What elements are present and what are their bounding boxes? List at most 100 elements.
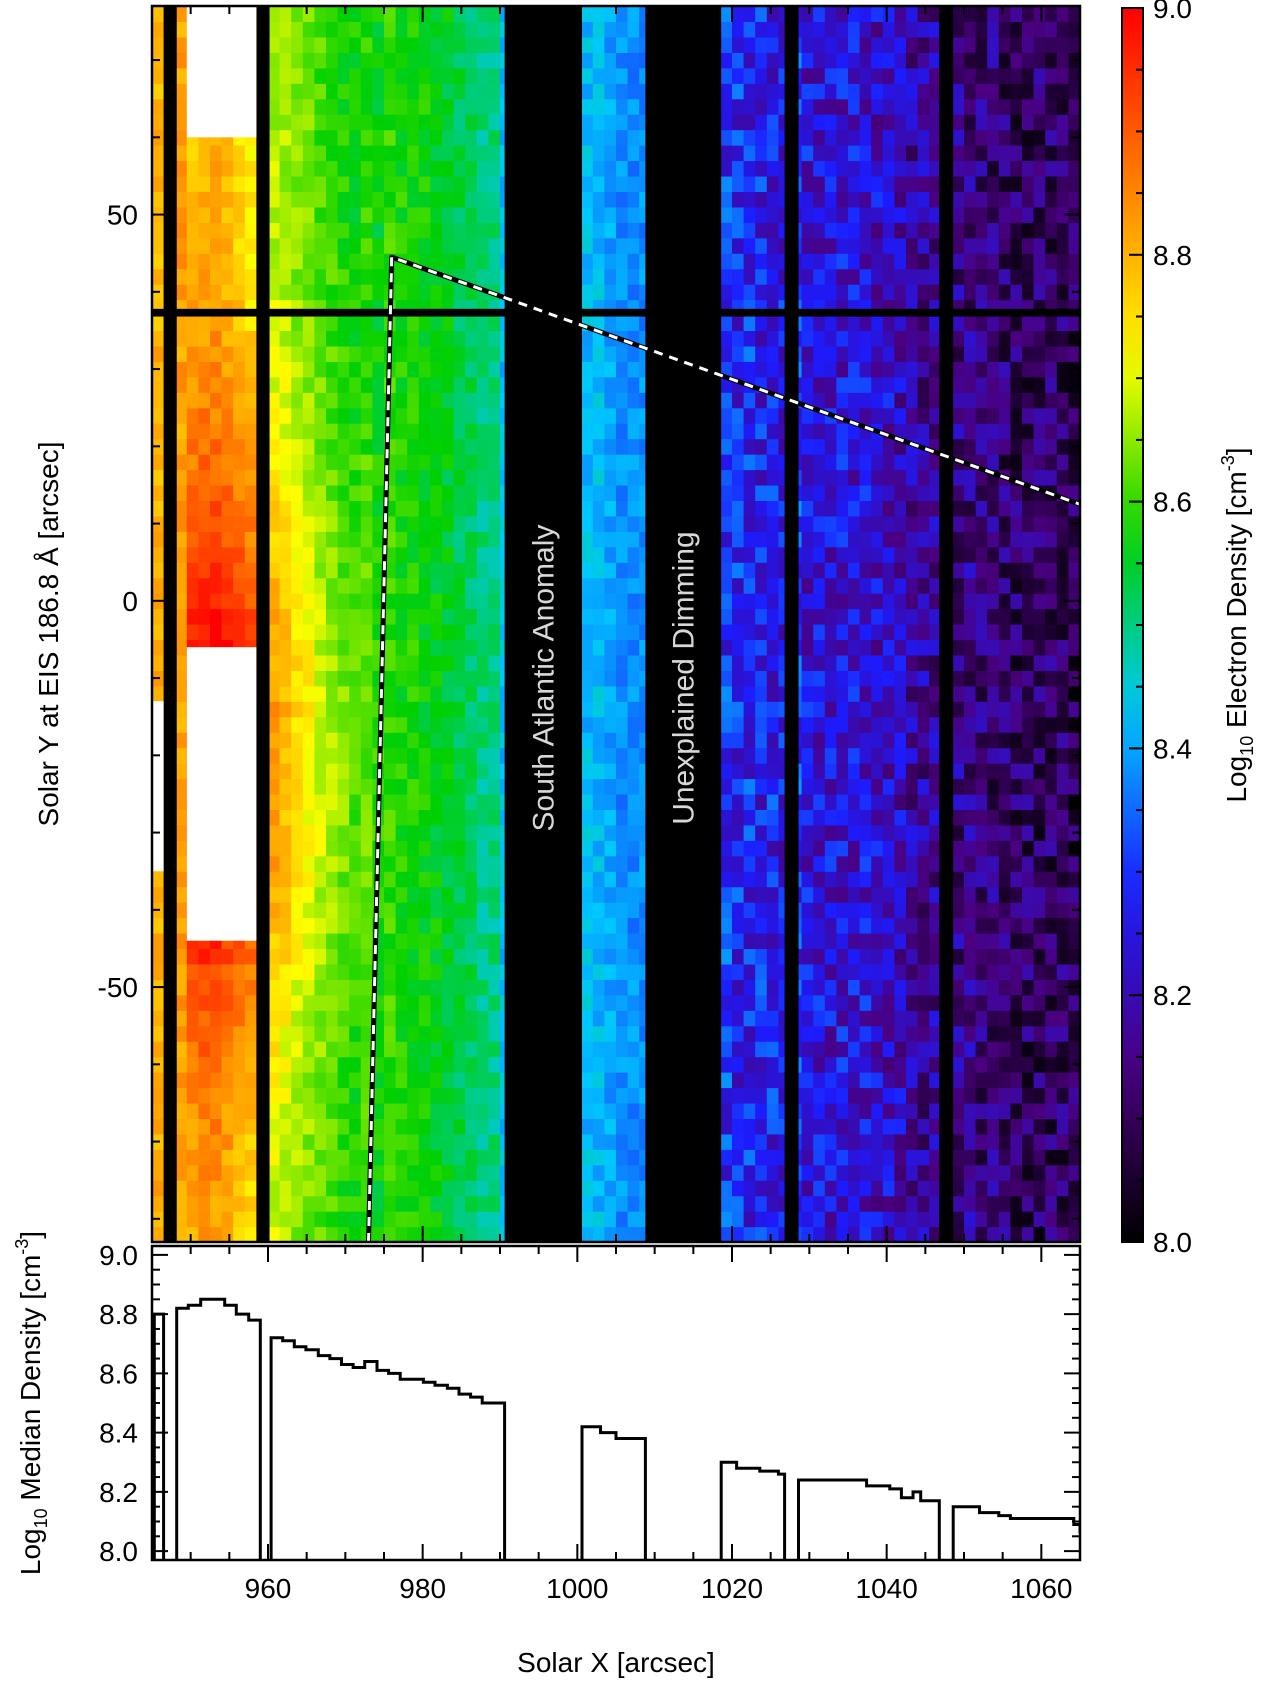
density-cell [720, 1041, 733, 1058]
density-cell [360, 608, 373, 625]
density-cell [581, 1211, 594, 1228]
density-cell [360, 670, 373, 687]
density-cell [372, 145, 385, 162]
density-cell [616, 1056, 629, 1073]
density-cell [349, 701, 362, 718]
density-cell [616, 515, 629, 532]
density-cell [268, 21, 281, 38]
density-cell [581, 1195, 594, 1212]
density-cell [813, 500, 826, 517]
density-cell [291, 685, 304, 702]
density-cell [186, 423, 199, 440]
density-cell [244, 469, 257, 486]
density-cell [349, 624, 362, 641]
density-cell [859, 392, 872, 409]
density-cell [801, 840, 814, 857]
density-cell [326, 98, 339, 115]
density-cell [627, 191, 640, 208]
density-cell [175, 917, 188, 934]
density-cell [384, 933, 397, 950]
density-cell [430, 1149, 443, 1166]
density-cell [349, 855, 362, 872]
density-cell [581, 36, 594, 53]
density-cell [279, 933, 292, 950]
density-cell [801, 1226, 814, 1242]
density-cell [453, 1226, 466, 1242]
density-cell [279, 963, 292, 980]
density-cell [604, 1149, 617, 1166]
density-cell [302, 36, 315, 53]
density-cell [268, 407, 281, 424]
density-cell [337, 237, 350, 254]
density-cell [453, 933, 466, 950]
density-cell [801, 917, 814, 934]
density-cell [720, 1010, 733, 1027]
density-cell [581, 608, 594, 625]
density-cell [302, 1010, 315, 1027]
density-cell [465, 871, 478, 888]
density-cell [465, 129, 478, 146]
density-cell [476, 1102, 489, 1119]
density-cell [326, 840, 339, 857]
density-cell [616, 284, 629, 301]
density-cell [592, 1149, 605, 1166]
density-cell [314, 237, 327, 254]
density-cell [442, 1025, 455, 1042]
density-cell [430, 1195, 443, 1212]
density-cell [465, 222, 478, 239]
density-cell [279, 1102, 292, 1119]
density-cell [326, 979, 339, 996]
density-cell [465, 454, 478, 471]
density-cell [291, 1025, 304, 1042]
density-cell [418, 52, 431, 69]
density-cell [233, 1164, 246, 1181]
density-cell [326, 67, 339, 84]
density-cell [395, 886, 408, 903]
density-cell [430, 1226, 443, 1242]
density-cell [210, 160, 223, 177]
density-cell [476, 701, 489, 718]
density-cell [360, 562, 373, 579]
density-cell [221, 1195, 234, 1212]
density-cell [592, 454, 605, 471]
density-cell [824, 670, 837, 687]
density-cell [476, 36, 489, 53]
density-cell [766, 1180, 779, 1197]
density-cell [604, 933, 617, 950]
density-cell [314, 886, 327, 903]
density-cell [743, 1056, 756, 1073]
density-cell [442, 438, 455, 455]
density-cell [801, 6, 814, 23]
density-cell [337, 1211, 350, 1228]
density-cell [337, 6, 350, 23]
density-cell [268, 577, 281, 594]
density-cell [732, 1226, 745, 1242]
density-cell [360, 253, 373, 270]
density-cell [372, 160, 385, 177]
density-cell [407, 376, 420, 393]
density-cell [442, 1211, 455, 1228]
density-cell [442, 237, 455, 254]
density-cell [743, 531, 756, 548]
density-cell [755, 21, 768, 38]
density-cell [859, 701, 872, 718]
density-cell [766, 994, 779, 1011]
density-cell [152, 963, 165, 980]
density-cell [766, 222, 779, 239]
density-cell [360, 98, 373, 115]
density-cell [233, 1025, 246, 1042]
density-cell [407, 345, 420, 362]
density-cell [384, 1010, 397, 1027]
density-cell [732, 1118, 745, 1135]
density-cell [302, 948, 315, 965]
density-cell [279, 52, 292, 69]
density-cell [175, 423, 188, 440]
density-cell [314, 129, 327, 146]
density-cell [743, 639, 756, 656]
density-cell [407, 546, 420, 563]
density-cell [302, 979, 315, 996]
density-cell [395, 145, 408, 162]
density-cell [384, 1164, 397, 1181]
density-cell [453, 871, 466, 888]
density-cell [384, 21, 397, 38]
